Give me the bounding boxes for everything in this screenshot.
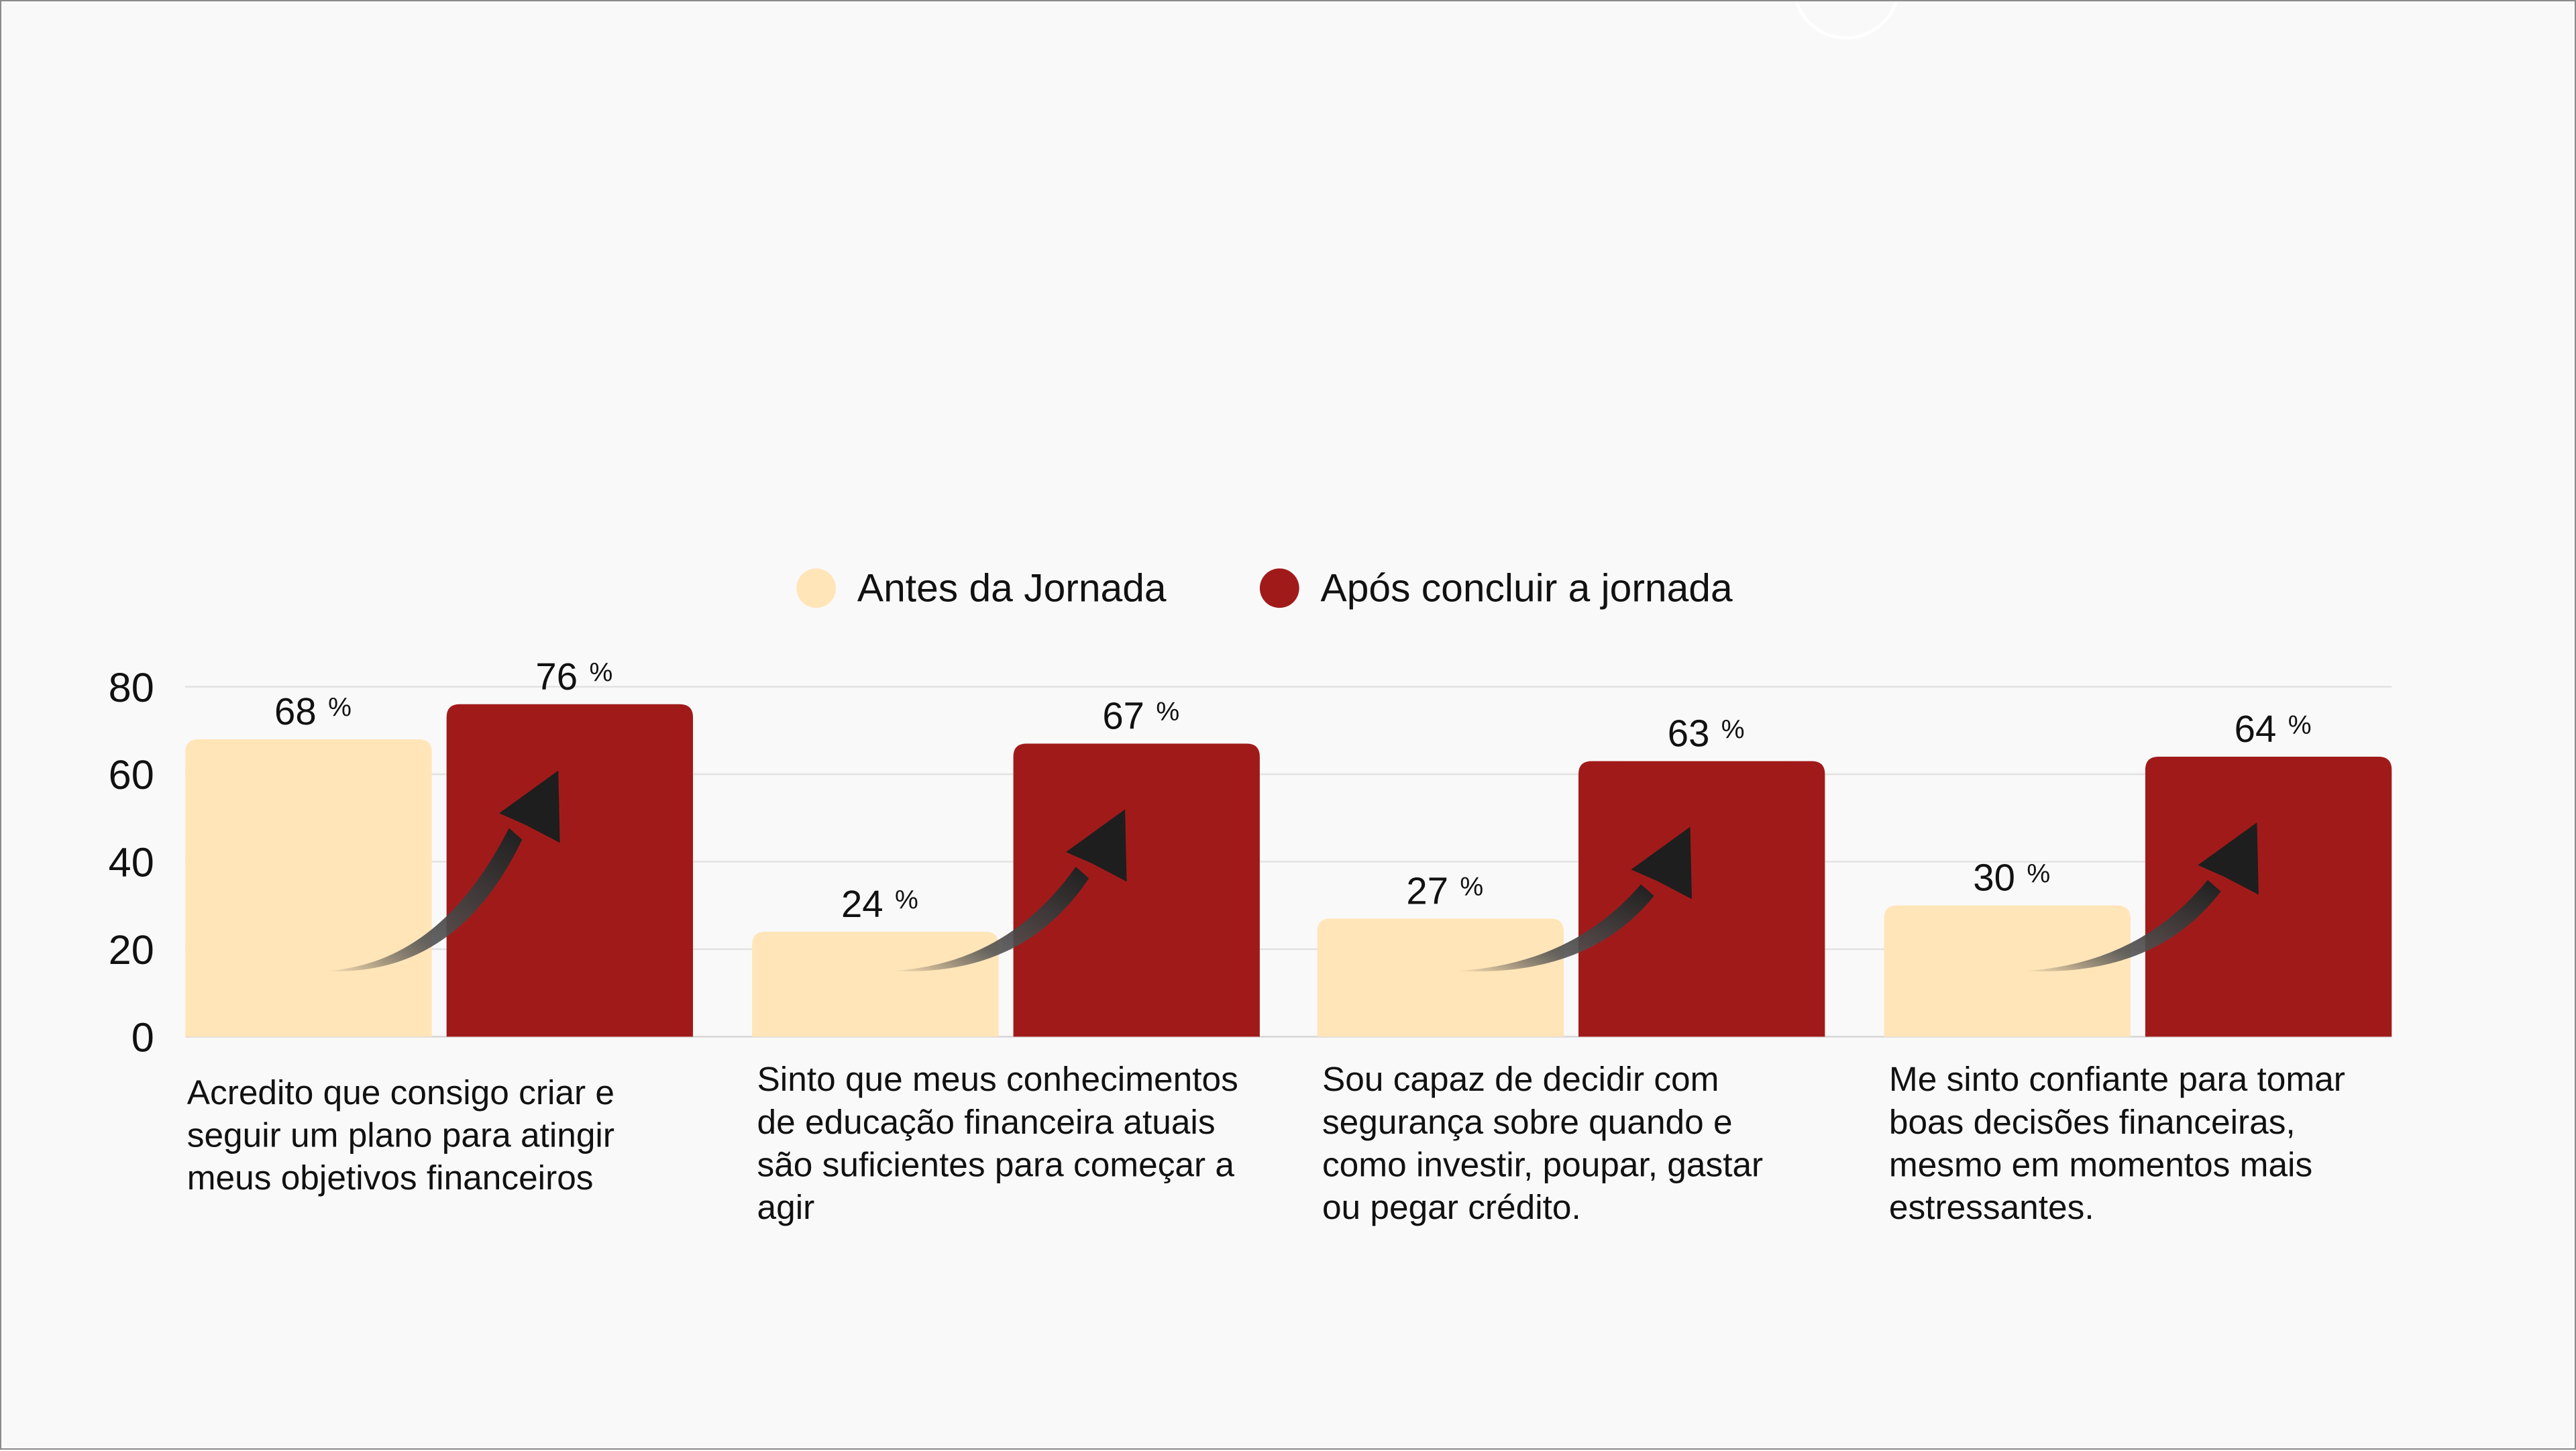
bars: 68 % 76 % 24 % 67 % 27 % 63 % 30 % 64% <box>185 655 2392 1037</box>
arrow-head <box>499 770 560 843</box>
arrow-head <box>1065 809 1127 882</box>
legend-label: Antes da Jornada <box>857 566 1167 610</box>
bar-antes <box>1317 918 1564 1037</box>
category-label-line: segurança sobre quando e <box>1322 1102 1733 1141</box>
data-label-suffix: % <box>895 886 918 915</box>
bar-antes <box>752 931 999 1037</box>
legend-swatch <box>1259 568 1299 608</box>
category-label-line: são suficientes para começar a <box>757 1145 1235 1184</box>
data-label-suffix: % <box>1156 698 1179 727</box>
data-label: 24 <box>841 883 883 925</box>
category-label-line: agir <box>757 1187 815 1226</box>
arrow-shaft <box>892 867 1089 972</box>
category-label-line: boas decisões financeiras, <box>1889 1102 2296 1141</box>
data-label: 68 <box>274 690 317 733</box>
data-label-suffix: % <box>1721 715 1745 744</box>
curved-up-arrow-icon <box>1456 826 1692 972</box>
data-label-suffix: % <box>2288 711 2312 740</box>
decorative-circle <box>1794 1 1898 40</box>
bar-apos <box>2145 757 2392 1037</box>
data-label-suffix: % <box>589 659 612 688</box>
curved-up-arrow-icon <box>892 809 1127 972</box>
data-label: 27 <box>1406 869 1448 912</box>
y-tick-label: 40 <box>109 840 154 885</box>
arrow-head <box>2198 822 2259 895</box>
legend-swatch <box>796 568 837 608</box>
legend-label: Após concluir a jornada <box>1321 566 1733 610</box>
category-label-line: seguir um plano para atingir <box>187 1115 614 1154</box>
category-label-line: Me sinto confiante para tomar <box>1889 1059 2345 1098</box>
y-tick-label: 60 <box>109 752 154 798</box>
bar-antes <box>1884 905 2131 1037</box>
gridlines: 0 20 40 60 80 <box>109 665 2392 1060</box>
category-label-line: ou pegar crédito. <box>1322 1187 1581 1226</box>
curved-up-arrow-icon <box>325 770 560 971</box>
bar-apos <box>446 704 694 1037</box>
arrow-shaft <box>2023 879 2221 972</box>
legend: Antes da Jornada Após concluir a jornada <box>796 566 1733 610</box>
data-label-suffix: % <box>328 694 352 722</box>
curved-up-arrow-icon <box>2023 822 2259 972</box>
bar-apos <box>1578 761 1825 1037</box>
data-label-suffix: % <box>2027 859 2050 888</box>
arrow-shaft <box>1456 884 1654 972</box>
bar-apos <box>1013 743 1260 1037</box>
category-label-line: de educação financeira atuais <box>757 1102 1216 1141</box>
category-label-line: Acredito que consigo criar e <box>187 1073 614 1112</box>
arrow-shaft <box>325 828 523 971</box>
bar-antes <box>185 739 432 1037</box>
category-label-line: como investir, poupar, gastar <box>1322 1145 1763 1184</box>
data-label-suffix: % <box>1460 873 1483 902</box>
data-label: 63 <box>1668 712 1710 755</box>
y-tick-label: 80 <box>109 665 154 710</box>
data-label: 64 <box>2235 708 2277 750</box>
y-tick-label: 0 <box>131 1014 154 1060</box>
data-label: 76 <box>535 655 578 698</box>
data-label: 67 <box>1102 694 1144 737</box>
y-tick-label: 20 <box>109 927 154 973</box>
category-label-line: mesmo em momentos mais <box>1889 1145 2312 1184</box>
category-label-line: Sou capaz de decidir com <box>1322 1059 1719 1098</box>
arrow-head <box>1631 826 1692 900</box>
category-label-line: estressantes. <box>1889 1187 2094 1226</box>
category-label-line: Sinto que meus conhecimentos <box>757 1059 1238 1098</box>
category-label-line: meus objetivos financeiros <box>187 1158 594 1197</box>
data-label: 30 <box>1973 857 2015 899</box>
